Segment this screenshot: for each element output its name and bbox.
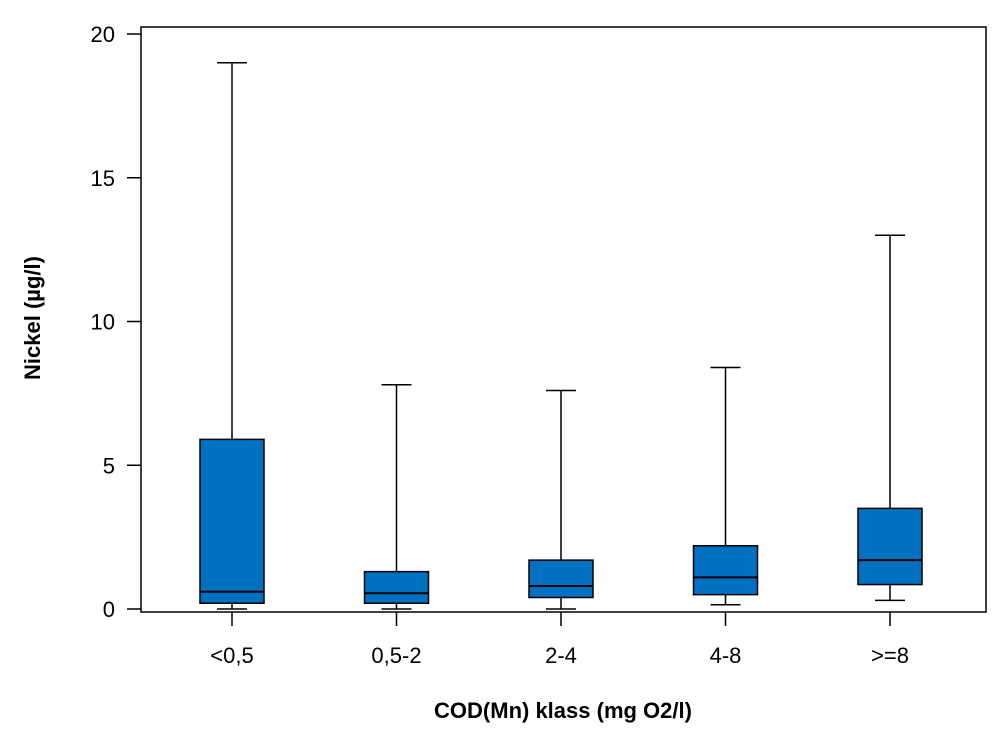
iqr-box bbox=[857, 507, 923, 586]
x-axis: <0,5 0,5-2 2-4 4-8 >=8 bbox=[210, 612, 909, 668]
iqr-box bbox=[528, 559, 594, 599]
y-tick-label: 20 bbox=[91, 22, 115, 47]
box-4 bbox=[857, 234, 923, 602]
x-tick-label: >=8 bbox=[871, 643, 909, 668]
iqr-box bbox=[692, 545, 759, 596]
y-tick-label: 0 bbox=[103, 597, 115, 622]
box-2 bbox=[528, 389, 594, 610]
y-tick-label: 5 bbox=[103, 453, 115, 478]
box-0 bbox=[199, 62, 265, 610]
y-axis-title: Nickel (µg/l) bbox=[20, 256, 45, 380]
boxes-group bbox=[199, 62, 923, 610]
y-tick-label: 15 bbox=[91, 166, 115, 191]
iqr-box bbox=[363, 570, 430, 604]
iqr-box bbox=[199, 438, 265, 604]
plot-frame bbox=[140, 26, 987, 613]
y-axis: 0 5 10 15 20 bbox=[91, 22, 141, 622]
y-tick-label: 10 bbox=[91, 310, 115, 335]
x-tick-label: 2-4 bbox=[545, 643, 577, 668]
box-3 bbox=[692, 366, 759, 606]
x-tick-label: 4-8 bbox=[710, 643, 742, 668]
x-tick-label: <0,5 bbox=[210, 643, 253, 668]
box-1 bbox=[363, 384, 430, 610]
x-tick-label: 0,5-2 bbox=[371, 643, 421, 668]
x-axis-title: COD(Mn) klass (mg O2/l) bbox=[434, 698, 692, 723]
